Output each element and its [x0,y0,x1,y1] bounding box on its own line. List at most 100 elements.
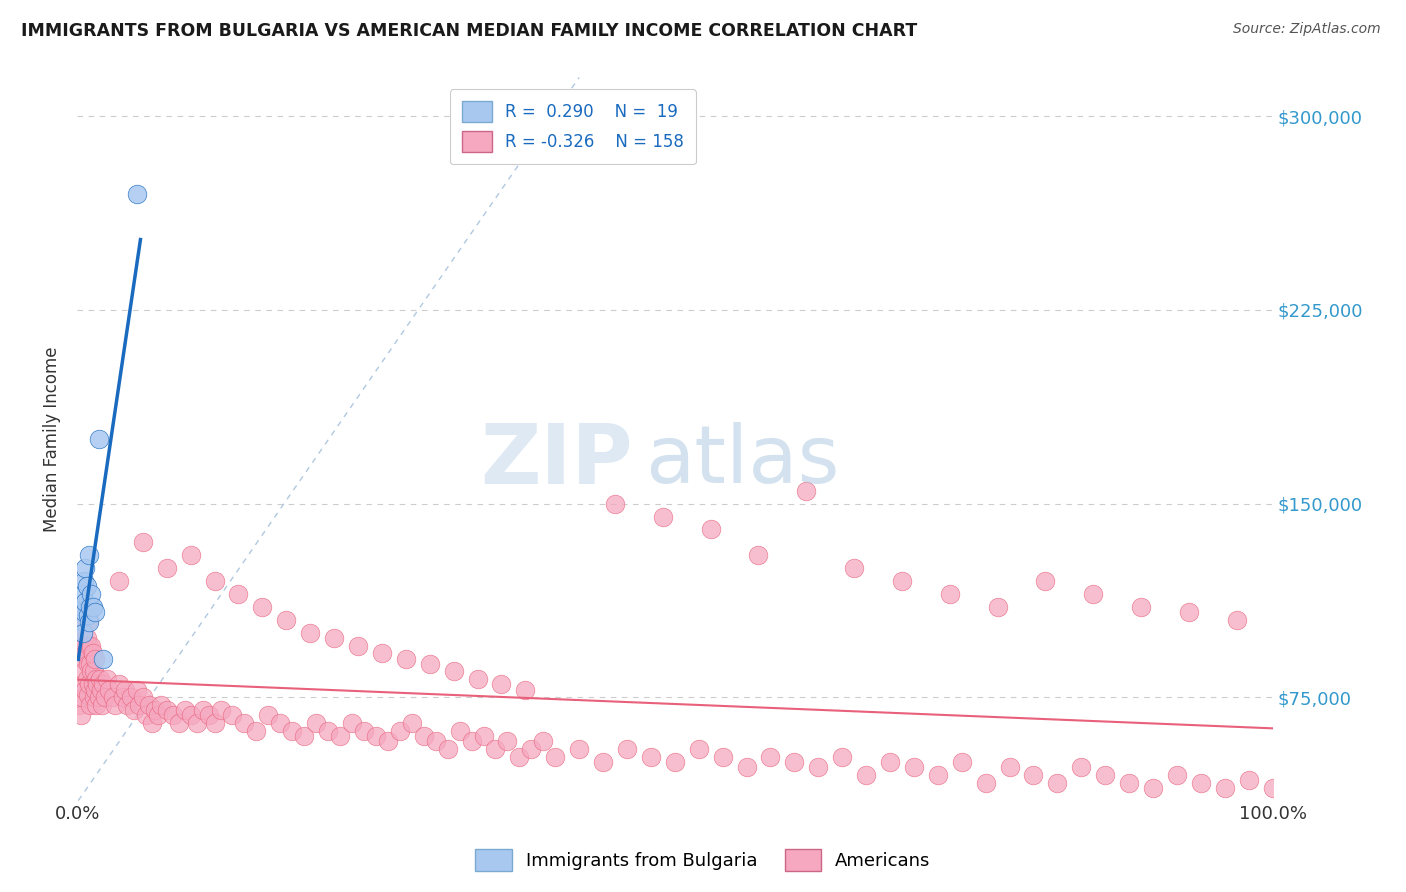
Point [1166,768,1188,782]
Text: IMMIGRANTS FROM BULGARIA VS AMERICAN MEDIAN FAMILY INCOME CORRELATION CHART: IMMIGRANTS FROM BULGARIA VS AMERICAN MED… [21,22,917,40]
Point [77,548,100,562]
Point [101,690,124,705]
Point [1189,775,1212,789]
Point [77,615,100,630]
Point [807,760,830,774]
Point [186,716,208,731]
Point [299,625,322,640]
Point [228,587,250,601]
Point [425,734,447,748]
Point [515,682,537,697]
Point [84,698,107,712]
Point [76,579,98,593]
Point [82,599,104,614]
Point [1142,780,1164,795]
Point [395,651,418,665]
Point [664,755,686,769]
Point [1237,772,1260,787]
Point [135,708,157,723]
Text: ZIP: ZIP [481,420,633,501]
Point [329,729,352,743]
Point [460,734,482,748]
Point [75,682,97,697]
Point [491,677,513,691]
Point [1213,780,1236,795]
Point [89,672,111,686]
Point [76,631,98,645]
Point [939,587,962,601]
Point [156,703,179,717]
Point [472,729,495,743]
Point [1261,780,1284,795]
Point [903,760,925,774]
Point [449,723,471,738]
Text: atlas: atlas [645,422,839,500]
Point [69,708,91,723]
Point [125,682,148,697]
Point [72,677,94,691]
Point [974,775,997,789]
Point [156,561,179,575]
Point [531,734,554,748]
Point [75,595,97,609]
Point [96,672,118,686]
Point [79,698,101,712]
Point [759,749,782,764]
Point [1070,760,1092,774]
Point [77,639,100,653]
Point [443,665,465,679]
Point [124,703,146,717]
Point [167,716,190,731]
Point [292,729,315,743]
Point [87,432,110,446]
Point [651,509,673,524]
Text: Source: ZipAtlas.com: Source: ZipAtlas.com [1233,22,1381,37]
Point [83,690,105,705]
Point [221,708,243,723]
Point [76,672,98,686]
Point [148,708,170,723]
Point [496,734,519,748]
Point [128,698,150,712]
Point [83,665,105,679]
Point [209,703,232,717]
Point [950,755,973,769]
Point [70,625,93,640]
Point [82,647,104,661]
Point [1046,775,1069,789]
Point [73,605,96,619]
Point [1130,599,1153,614]
Point [72,587,94,601]
Point [269,716,291,731]
Point [72,625,94,640]
Point [987,599,1010,614]
Point [1178,605,1201,619]
Point [890,574,912,588]
Point [371,647,394,661]
Point [204,716,226,731]
Point [75,561,97,575]
Point [281,723,304,738]
Point [640,749,662,764]
Point [120,690,142,705]
Point [616,742,638,756]
Point [93,677,115,691]
Point [412,729,434,743]
Point [80,587,103,601]
Point [70,690,93,705]
Point [245,723,267,738]
Point [111,690,134,705]
Point [84,651,107,665]
Point [436,742,458,756]
Point [90,682,112,697]
Point [544,749,567,764]
Point [69,698,91,712]
Point [419,657,441,671]
Point [711,749,734,764]
Point [91,698,114,712]
Point [70,599,93,614]
Point [72,599,94,614]
Point [149,698,172,712]
Point [699,523,721,537]
Point [603,497,626,511]
